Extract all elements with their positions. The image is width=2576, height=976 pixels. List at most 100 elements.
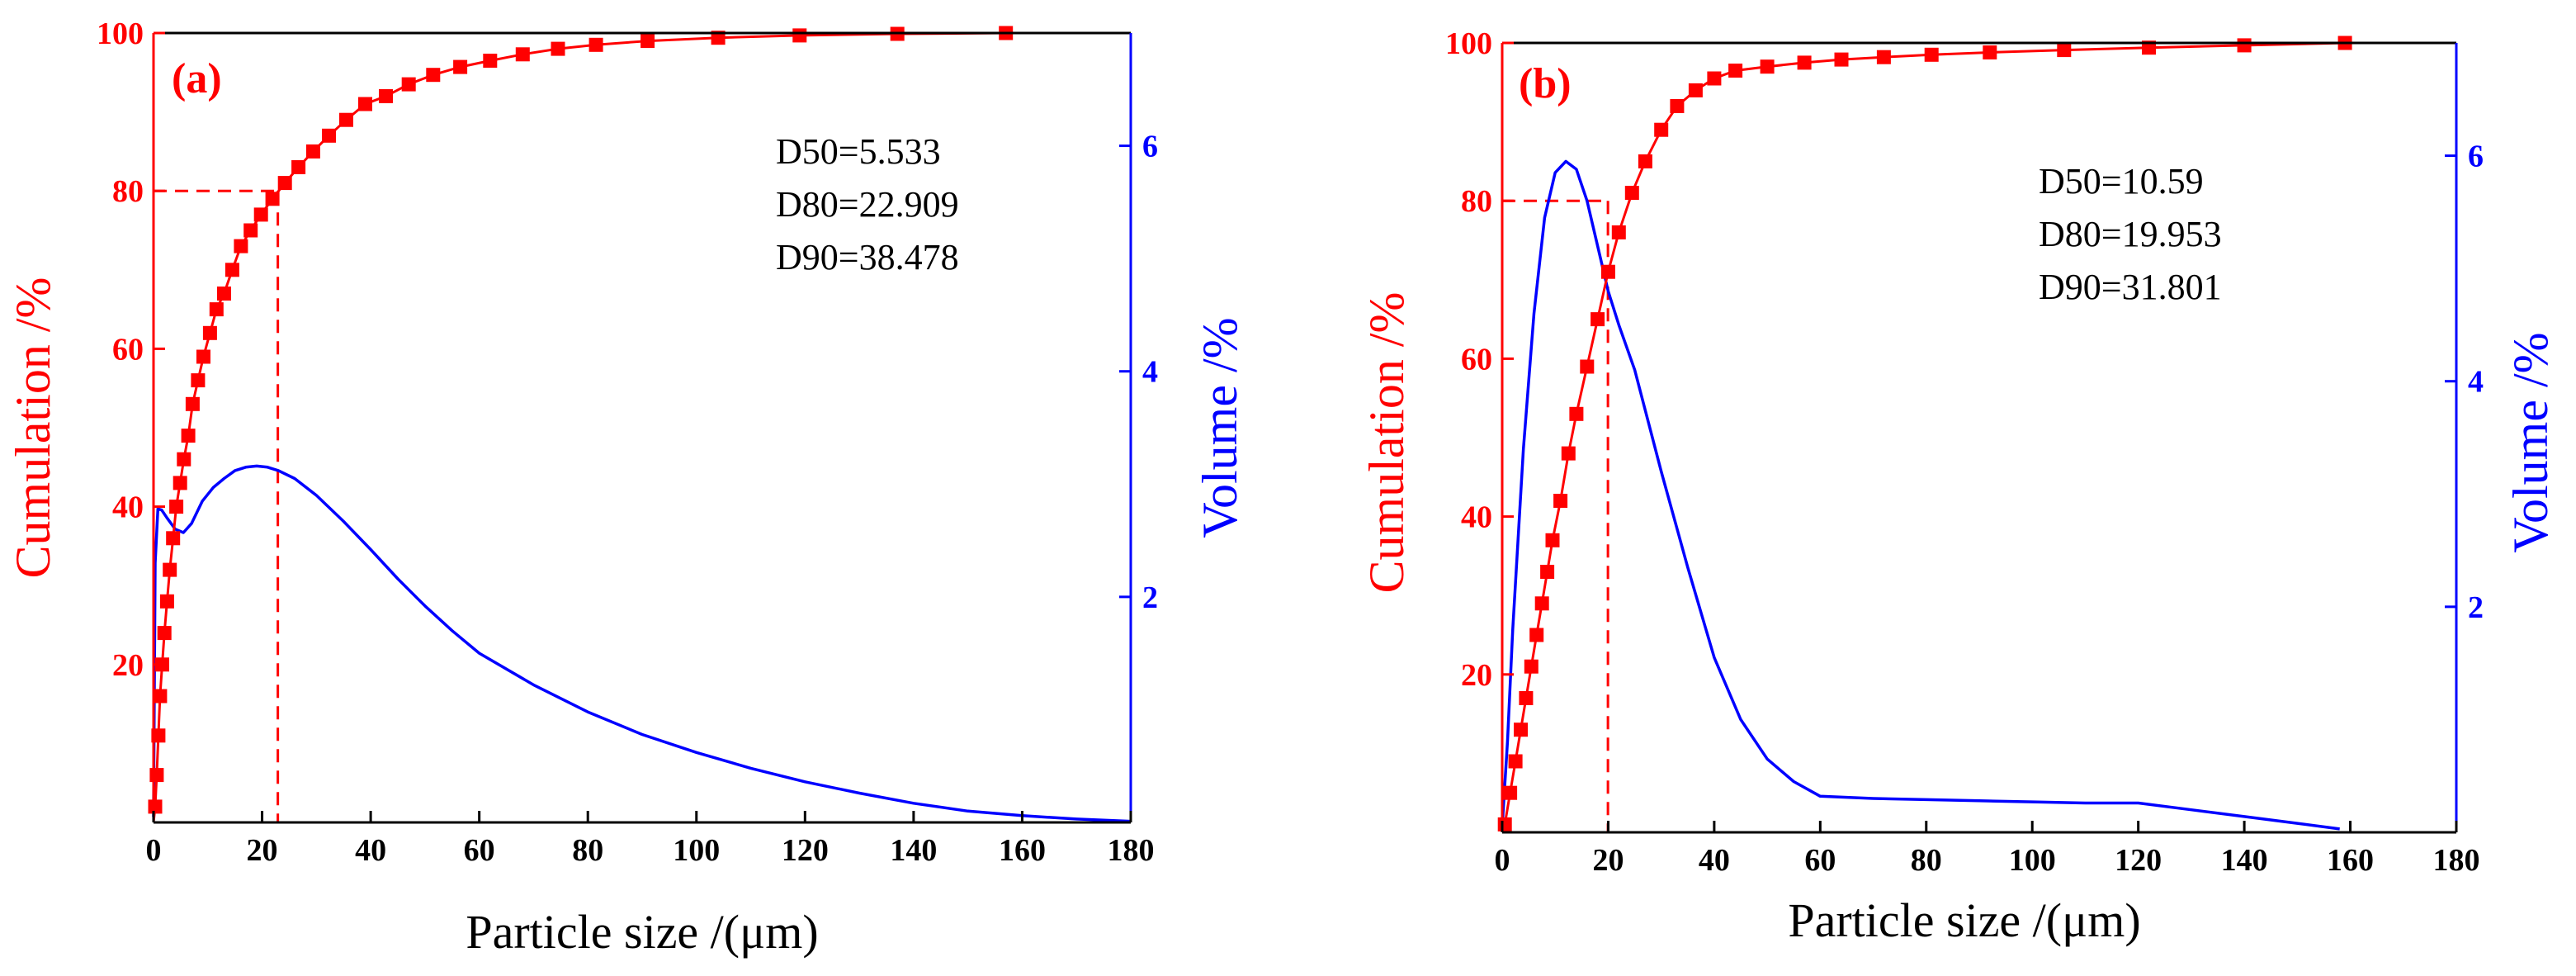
cumulation-point [173,476,187,490]
cumulation-point [149,768,164,783]
y-tick-label: 60 [1461,342,1492,377]
cumulation-point [1580,359,1595,374]
cumulation-point [305,144,320,159]
cumulation-point [1600,264,1615,279]
cumulation-point [2237,38,2252,53]
x-tick-label: 60 [1804,843,1836,878]
plot-frame-a [152,31,1132,824]
d80-annotation-b: D80=19.953 [2039,214,2222,254]
cumulation-point [453,59,468,74]
cumulation-point [265,192,280,206]
cumulation-point [225,263,239,277]
chart-panel-a: 0 20 40 60 80 100 120 140 160 180 20 40 … [6,17,1247,959]
cumulation-point [640,34,655,49]
cumulation-point [1876,50,1891,64]
cumulation-point [1503,785,1518,800]
cumulation-point [1591,312,1605,327]
cumulation-point [515,47,530,62]
x-tick-label: 140 [2221,843,2268,878]
y2-axis-label-b: Volume /% [2503,332,2558,552]
cumulation-point [588,37,603,52]
cumulation-point [551,41,565,56]
y-tick-label: 100 [1445,26,1492,61]
cumulation-point [253,207,268,222]
y2-tick-label: 2 [1142,580,1158,615]
cumulation-point [1670,99,1685,113]
y-tick-labels-b: 20 40 60 80 100 [1445,26,1492,693]
cumulation-point [217,287,231,301]
x-tick-label: 40 [355,833,386,868]
cumulation-point [277,176,292,191]
cumulation-point [234,239,248,253]
cumulation-point [1529,628,1544,642]
cumulation-point [1514,723,1528,737]
x-tick-label: 80 [1911,843,1942,878]
y-tick-label: 80 [1461,184,1492,219]
cumulation-point [166,531,181,546]
volume-line [1501,159,2340,831]
cumulation-point [1638,154,1652,168]
cumulation-point [209,302,224,317]
cumulation-point [1534,596,1549,611]
cumulation-point [1707,71,1722,86]
x-tick-label: 40 [1699,843,1730,878]
x-tick-label: 120 [782,833,829,868]
cumulation-point [379,89,393,103]
cumulation-point [339,112,353,127]
cumulation-point [1540,565,1555,579]
d50-annotation-a: D50=5.533 [776,131,941,172]
y2-tick-labels-b: 2 4 6 [2468,140,2484,625]
x-tick-label: 20 [1592,843,1624,878]
y-tick-labels-a: 20 40 60 80 100 [97,17,144,683]
x-tick-label: 180 [2433,843,2480,878]
cumulation-point [1611,225,1626,239]
axis-ticks-b [1501,41,2458,832]
panel-label-a: (a) [172,55,222,102]
panel-label-b: (b) [1519,60,1572,107]
x-tick-labels-a: 0 20 40 60 80 100 120 140 160 180 [146,833,1155,868]
cumulation-point [1561,446,1576,461]
x-axis-label-b: Particle size /(μm) [1788,893,2140,947]
cumulation-point [1983,45,1997,59]
cumulation-line [1501,41,2346,833]
cumulation-point [151,728,166,743]
x-tick-label: 180 [1108,833,1155,868]
cumulation-point [322,128,336,143]
cumulation-point [1728,64,1743,78]
d80-guide-lines-b [1502,199,1609,832]
cumulation-point [2057,43,2072,58]
cumulation-point [181,429,196,443]
cumulation-point [1834,52,1849,67]
cumulation-point [1688,83,1703,97]
cumulation-point [163,562,177,577]
cumulation-point [157,626,172,641]
cumulation-point [159,594,174,609]
cumulation-point [1519,691,1534,705]
axis-ticks-a [152,31,1132,822]
cumulation-point [177,452,191,467]
x-tick-label: 160 [2327,843,2374,878]
y2-tick-label: 4 [2468,365,2484,400]
cumulation-point [1508,754,1523,769]
cumulation-point [243,223,258,238]
y-tick-label: 40 [112,490,144,525]
plot-frame-b [1501,41,2458,834]
x-tick-label: 0 [1495,843,1510,878]
x-tick-label: 140 [890,833,937,868]
x-tick-label: 160 [999,833,1046,868]
y-tick-label: 40 [1461,500,1492,535]
d50-annotation-b: D50=10.59 [2039,161,2204,201]
cumulation-point [1797,55,1812,70]
x-tick-label: 20 [247,833,278,868]
cumulation-point [202,325,217,340]
y-tick-label: 20 [1461,658,1492,693]
x-tick-label: 80 [572,833,603,868]
cumulation-point [291,160,306,174]
x-tick-label: 100 [2009,843,2056,878]
y-tick-label: 20 [112,648,144,683]
y2-tick-label: 6 [1142,130,1158,164]
x-tick-labels-b: 0 20 40 60 80 100 120 140 160 180 [1495,843,2480,878]
y-tick-label: 60 [112,332,144,367]
y2-tick-label: 2 [2468,590,2484,625]
cumulation-point [792,28,807,43]
